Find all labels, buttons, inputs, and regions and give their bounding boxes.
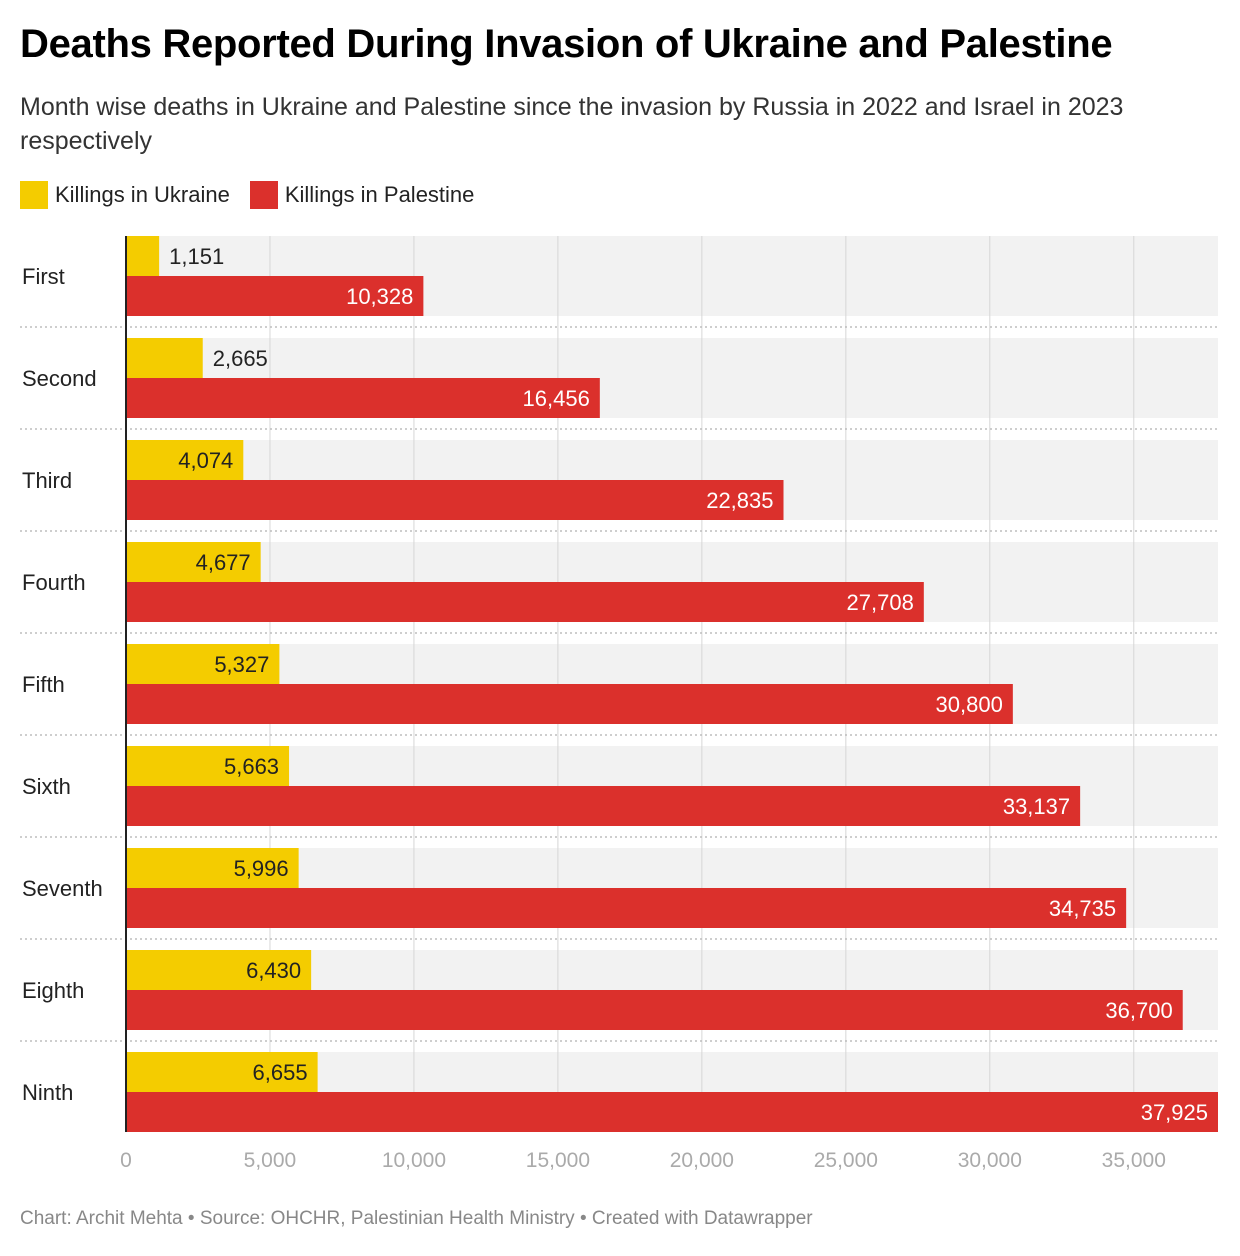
bar-palestine xyxy=(126,684,1013,724)
category-label: First xyxy=(22,264,65,289)
category-label: Third xyxy=(22,468,72,493)
data-label: 37,925 xyxy=(1141,1100,1208,1125)
data-label: 2,665 xyxy=(213,346,268,371)
data-label: 5,663 xyxy=(224,754,279,779)
data-label: 36,700 xyxy=(1105,998,1172,1023)
data-label: 33,137 xyxy=(1003,794,1070,819)
data-label: 5,327 xyxy=(214,652,269,677)
data-label: 1,151 xyxy=(169,244,224,269)
x-tick-label: 0 xyxy=(120,1149,132,1172)
bar-chart: First 1,151 10,328 Second 2,665 16,456 Third 4,… xyxy=(20,236,1218,1172)
chart-subtitle: Month wise deaths in Ukraine and Palesti… xyxy=(20,93,1124,155)
x-tick-label: 10,000 xyxy=(382,1149,446,1172)
chart-title: Deaths Reported During Invasion of Ukrai… xyxy=(20,22,1113,66)
legend-item-ukraine: Killings in Ukraine xyxy=(20,181,230,209)
data-label: 6,655 xyxy=(253,1060,308,1085)
data-label: 4,074 xyxy=(178,448,233,473)
legend-label-palestine: Killings in Palestine xyxy=(284,182,475,207)
chart-footer: Chart: Archit Mehta • Source: OHCHR, Pal… xyxy=(20,1208,813,1229)
bar-palestine xyxy=(126,480,784,520)
category-label: Fourth xyxy=(22,570,86,595)
bar-ukraine xyxy=(126,746,290,786)
data-label: 10,328 xyxy=(346,284,413,309)
x-tick-label: 5,000 xyxy=(244,1149,297,1172)
x-tick-label: 20,000 xyxy=(670,1149,734,1172)
legend-label-ukraine: Killings in Ukraine xyxy=(55,182,230,207)
bar-palestine xyxy=(126,582,924,622)
bar-ukraine xyxy=(126,1052,318,1092)
bar-palestine xyxy=(126,786,1081,826)
bar-ukraine xyxy=(126,236,160,276)
bar-palestine xyxy=(126,378,600,418)
bar-ukraine xyxy=(126,950,312,990)
data-label: 6,430 xyxy=(246,958,301,983)
data-label: 30,800 xyxy=(936,692,1003,717)
category-label: Sixth xyxy=(22,774,71,799)
data-label: 5,996 xyxy=(234,856,289,881)
data-label: 4,677 xyxy=(196,550,251,575)
bar-ukraine xyxy=(126,542,261,582)
x-tick-label: 15,000 xyxy=(526,1149,590,1172)
bar-palestine xyxy=(126,276,424,316)
legend-swatch-palestine xyxy=(249,181,278,209)
x-tick-label: 30,000 xyxy=(958,1149,1022,1172)
category-label: Ninth xyxy=(22,1080,73,1105)
data-label: 34,735 xyxy=(1049,896,1116,921)
category-label: Second xyxy=(22,366,97,391)
bar-ukraine xyxy=(126,338,203,378)
bar-palestine xyxy=(126,990,1183,1030)
bar-palestine xyxy=(126,888,1127,928)
x-tick-label: 35,000 xyxy=(1102,1149,1166,1172)
bar-ukraine xyxy=(126,440,244,480)
chart-legend: Killings in Ukraine Killings in Palestin… xyxy=(20,180,494,210)
x-tick-label: 25,000 xyxy=(814,1149,878,1172)
bar-ukraine xyxy=(126,644,280,684)
legend-swatch-ukraine xyxy=(20,181,48,209)
legend-item-palestine: Killings in Palestine xyxy=(249,181,475,209)
bar-palestine xyxy=(126,1092,1218,1132)
category-label: Fifth xyxy=(22,672,65,697)
bar-ukraine xyxy=(126,848,299,888)
category-label: Eighth xyxy=(22,978,84,1003)
data-label: 22,835 xyxy=(706,488,773,513)
category-label: Seventh xyxy=(22,876,103,901)
data-label: 16,456 xyxy=(523,386,590,411)
data-label: 27,708 xyxy=(847,590,914,615)
